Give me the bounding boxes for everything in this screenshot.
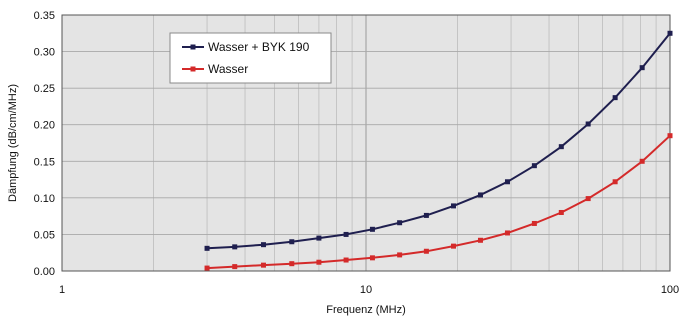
- y-tick-label: 0.00: [34, 266, 55, 278]
- series-layer: [204, 30, 673, 271]
- series-line-1: [206, 134, 671, 270]
- data-point-0: [639, 65, 645, 71]
- data-point-1: [667, 133, 673, 139]
- y-tick-label: 0.30: [34, 47, 55, 59]
- data-point-1: [397, 252, 403, 258]
- x-tick-label: 1: [59, 284, 65, 296]
- data-point-0: [316, 235, 322, 241]
- data-point-0: [477, 192, 483, 198]
- data-point-1: [423, 248, 429, 254]
- tick-labels: 0.00 0.05 0.10 0.15 0.20 0.25 0.30 0.35 1 10 100: [34, 10, 680, 296]
- data-point-1: [316, 259, 322, 265]
- legend-box: [169, 32, 332, 84]
- data-point-0: [612, 95, 618, 101]
- y-axis-title: Dämpfung (dB/cm/MHz): [7, 84, 19, 202]
- data-point-0: [531, 163, 537, 169]
- data-point-0: [450, 203, 456, 209]
- x-axis-title: Frequenz (MHz): [326, 304, 405, 316]
- data-point-1: [612, 179, 618, 185]
- data-point-1: [477, 237, 483, 243]
- data-point-1: [558, 209, 564, 215]
- data-point-1: [289, 261, 295, 267]
- data-point-1: [343, 257, 349, 263]
- series-line-0: [206, 32, 671, 250]
- data-point-0: [585, 121, 591, 127]
- plot-frame: [61, 14, 671, 272]
- data-point-1: [369, 255, 375, 261]
- data-point-1: [204, 265, 210, 271]
- y-tick-label: 0.25: [34, 83, 55, 95]
- data-point-1: [639, 158, 645, 164]
- data-point-0: [369, 226, 375, 232]
- legend-label-wasser-byk: Wasser + BYK 190: [208, 40, 310, 54]
- legend-marker-wasser: [190, 66, 196, 72]
- data-point-0: [423, 212, 429, 218]
- data-point-0: [204, 245, 210, 251]
- x-tick-label: 100: [661, 284, 679, 296]
- y-tick-label: 0.20: [34, 120, 55, 132]
- y-tick-label: 0.10: [34, 193, 55, 205]
- data-point-1: [531, 220, 537, 226]
- data-point-1: [585, 196, 591, 202]
- data-point-1: [260, 262, 266, 268]
- data-point-0: [667, 30, 673, 36]
- x-tick-label: 10: [360, 284, 372, 296]
- legend: Wasser + BYK 190 Wasser: [169, 32, 332, 84]
- data-point-0: [343, 231, 349, 237]
- data-point-0: [289, 239, 295, 245]
- data-point-0: [504, 179, 510, 185]
- y-tick-label: 0.15: [34, 156, 55, 168]
- data-point-0: [232, 244, 238, 250]
- y-tick-label: 0.35: [34, 10, 55, 22]
- grid: [61, 14, 671, 272]
- data-point-0: [260, 242, 266, 248]
- legend-marker-wasser-byk: [190, 44, 196, 50]
- data-point-0: [397, 220, 403, 226]
- data-point-0: [558, 144, 564, 150]
- data-point-1: [504, 230, 510, 236]
- data-point-1: [232, 264, 238, 270]
- data-point-1: [450, 243, 456, 249]
- legend-label-wasser: Wasser: [208, 62, 248, 76]
- y-tick-label: 0.05: [34, 229, 55, 241]
